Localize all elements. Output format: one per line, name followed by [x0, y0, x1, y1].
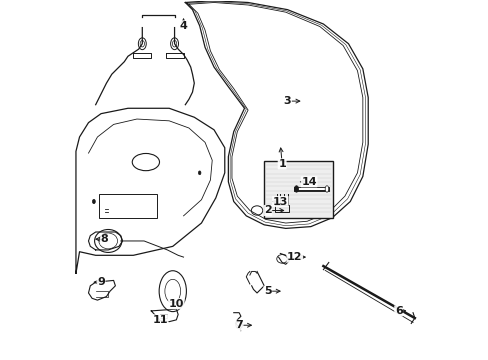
Text: 11: 11	[152, 315, 168, 325]
Text: 8: 8	[101, 234, 108, 244]
Bar	[99, 194, 156, 218]
Text: 3: 3	[283, 96, 291, 106]
Text: 1: 1	[278, 159, 285, 169]
Text: 14: 14	[301, 177, 316, 187]
Ellipse shape	[325, 186, 328, 192]
FancyBboxPatch shape	[263, 161, 332, 219]
Text: 4: 4	[179, 21, 187, 31]
Text: 5: 5	[264, 286, 271, 296]
Ellipse shape	[92, 199, 95, 204]
Text: 10: 10	[168, 299, 183, 309]
Text: 12: 12	[286, 252, 302, 262]
Text: 2: 2	[264, 206, 271, 216]
Text: 13: 13	[272, 197, 287, 207]
Text: 7: 7	[235, 320, 243, 330]
Text: 6: 6	[394, 306, 402, 316]
Ellipse shape	[198, 171, 201, 175]
Text: 9: 9	[97, 277, 105, 287]
Ellipse shape	[294, 186, 298, 192]
